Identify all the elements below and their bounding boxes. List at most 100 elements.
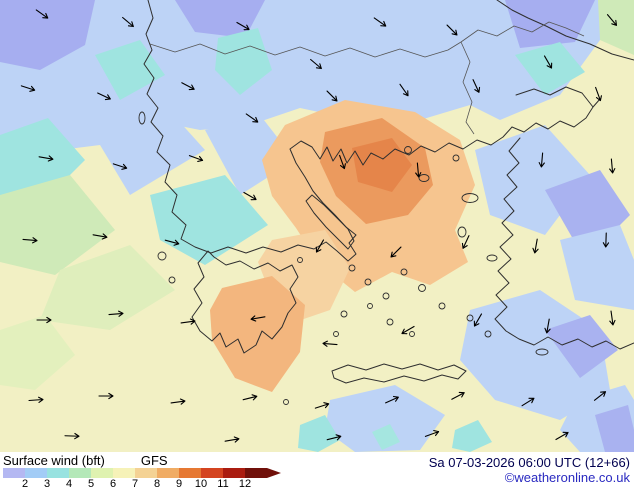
wind-arrow bbox=[602, 232, 610, 248]
island bbox=[382, 292, 390, 300]
island bbox=[340, 310, 348, 318]
wind-scale-tick-labels: 2 3 4 5 6 7 8 9 10 11 12 bbox=[3, 478, 293, 490]
wind-arrow bbox=[243, 191, 257, 201]
island bbox=[348, 264, 356, 272]
legend-color-segment bbox=[3, 468, 25, 478]
wind-arrow bbox=[461, 235, 470, 249]
border-north-greece bbox=[149, 41, 462, 58]
wind-arrow bbox=[22, 237, 38, 244]
wind-arrow bbox=[538, 152, 545, 168]
island bbox=[386, 318, 394, 326]
wind-arrow bbox=[373, 17, 387, 27]
wind-arrow bbox=[98, 392, 114, 400]
wind-scale-colorbar bbox=[3, 468, 293, 478]
island bbox=[535, 348, 549, 356]
product-label: Surface wind (bft) bbox=[3, 453, 105, 468]
island bbox=[466, 314, 474, 322]
coastline-euboea bbox=[305, 194, 355, 250]
legend-tick-label: 11 bbox=[217, 478, 229, 490]
wind-arrow bbox=[609, 158, 616, 174]
wind-arrow bbox=[451, 391, 465, 400]
island bbox=[157, 251, 167, 261]
wind-arrow bbox=[609, 310, 616, 326]
wind-arrow bbox=[415, 162, 422, 178]
island bbox=[333, 331, 339, 337]
island bbox=[404, 146, 412, 154]
legend-color-segment bbox=[245, 468, 267, 478]
border-bulgaria-turkey bbox=[460, 21, 585, 43]
legend-color-segment bbox=[201, 468, 223, 478]
wind-arrow bbox=[310, 58, 322, 70]
island bbox=[418, 284, 426, 292]
wind-arrow bbox=[250, 315, 266, 322]
wind-arrow bbox=[181, 82, 195, 91]
legend-color-segment bbox=[157, 468, 179, 478]
legend-left: Surface wind (bft) GFS 2 3 4 5 6 7 8 9 10 11 12 bbox=[3, 454, 293, 490]
coastline-marmara-north bbox=[515, 86, 594, 108]
island bbox=[168, 276, 176, 284]
wind-arrow bbox=[543, 55, 553, 69]
legend-bar: Surface wind (bft) GFS 2 3 4 5 6 7 8 9 10 11 12 Sa… bbox=[0, 452, 634, 490]
island bbox=[367, 303, 373, 309]
island bbox=[484, 330, 492, 338]
legend-tick-label: 12 bbox=[238, 478, 252, 490]
legend-color-segment bbox=[25, 468, 47, 478]
map-area bbox=[0, 0, 634, 452]
wind-arrow bbox=[170, 398, 186, 405]
wind-arrow bbox=[521, 397, 535, 407]
wind-arrow bbox=[593, 391, 607, 401]
legend-tick-label: 8 bbox=[153, 478, 161, 490]
legend-tick-label: 3 bbox=[43, 478, 51, 490]
wind-arrow bbox=[97, 92, 111, 101]
island bbox=[418, 174, 430, 182]
island bbox=[400, 268, 408, 276]
islands-layer bbox=[138, 111, 549, 405]
wind-arrow bbox=[326, 90, 338, 102]
wind-arrow bbox=[314, 402, 330, 409]
weather-map-image bbox=[0, 0, 634, 452]
coastline-turkey-west bbox=[494, 137, 634, 350]
country-border-layer bbox=[149, 21, 585, 135]
legend-tick-label: 4 bbox=[65, 478, 73, 490]
coastline-layer bbox=[143, 0, 634, 384]
legend-color-segment bbox=[135, 468, 157, 478]
wind-arrow bbox=[122, 16, 134, 28]
timestamp: Sa 07-03-2026 06:00 UTC (12+66) bbox=[428, 455, 630, 470]
legend-color-segment bbox=[113, 468, 135, 478]
wind-arrow bbox=[28, 396, 44, 403]
wind-speed-fill-layer bbox=[0, 0, 634, 452]
legend-color-segment bbox=[69, 468, 91, 478]
wind-arrow bbox=[245, 113, 259, 123]
copyright-link[interactable]: ©weatheronline.co.uk bbox=[504, 470, 630, 485]
island bbox=[138, 111, 146, 125]
wind-arrows-layer bbox=[20, 9, 618, 443]
coastline-mainland-greece bbox=[143, 0, 513, 262]
legend-color-segment bbox=[223, 468, 245, 478]
legend-color-segment bbox=[91, 468, 113, 478]
wind-arrow bbox=[164, 239, 180, 246]
wind-arrow bbox=[242, 394, 258, 401]
wind-arrow bbox=[544, 318, 551, 334]
wind-arrow bbox=[473, 313, 483, 327]
wind-arrow bbox=[236, 21, 250, 31]
wind-arrow bbox=[385, 395, 399, 404]
legend-tick-label: 5 bbox=[87, 478, 95, 490]
coastline-crete bbox=[331, 363, 467, 384]
island bbox=[364, 278, 372, 286]
wind-arrow bbox=[424, 430, 440, 437]
island bbox=[409, 331, 415, 337]
island bbox=[297, 257, 303, 263]
island bbox=[438, 302, 446, 310]
wind-arrow bbox=[390, 246, 402, 258]
wind-arrow bbox=[180, 318, 196, 325]
legend-color-segment bbox=[179, 468, 201, 478]
wind-arrow bbox=[64, 432, 80, 440]
legend-arrow-tip bbox=[267, 468, 281, 478]
wind-arrow bbox=[326, 434, 342, 441]
wind-arrow bbox=[224, 436, 240, 443]
wind-arrow bbox=[92, 233, 108, 240]
wind-arrow bbox=[188, 155, 204, 162]
legend-tick-label: 6 bbox=[109, 478, 117, 490]
wind-arrow bbox=[555, 431, 569, 441]
